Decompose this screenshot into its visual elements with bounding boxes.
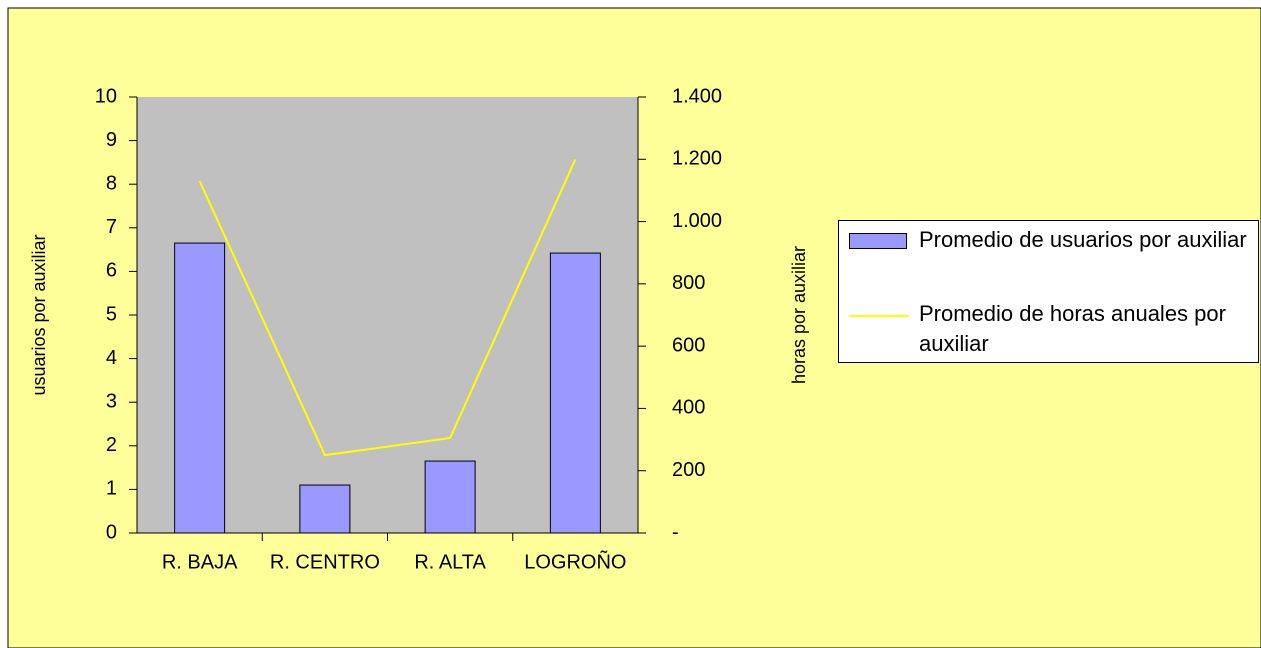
y2-tick-label: 800 <box>672 272 705 294</box>
x-tick-label: R. BAJA <box>162 551 238 573</box>
x-tick-label: R. ALTA <box>414 551 486 573</box>
y-tick-label: 1 <box>106 478 117 500</box>
y-tick-label: 5 <box>106 303 117 325</box>
y2-tick-label: 1.200 <box>672 148 722 170</box>
legend-swatch <box>849 315 909 317</box>
y-tick-label: 7 <box>106 216 117 238</box>
legend-label: Promedio de horas anuales por auxiliar <box>919 301 1226 356</box>
y-axis-label: usuarios por auxiliar <box>29 234 49 395</box>
y-tick-label: 3 <box>106 390 117 412</box>
legend-swatch <box>849 233 907 249</box>
y-tick-label: 10 <box>95 85 117 107</box>
line-series <box>198 158 577 457</box>
bar <box>424 460 476 534</box>
bar <box>174 242 226 534</box>
y2-axis-label: horas por auxiliar <box>789 246 809 384</box>
y-tick-label: 0 <box>106 521 117 543</box>
y2-tick-label: 1.000 <box>672 210 722 232</box>
y2-tick-label: - <box>672 521 679 543</box>
y2-tick-label: 400 <box>672 397 705 419</box>
legend-label: Promedio de usuarios por auxiliar <box>919 227 1247 252</box>
y-tick-label: 2 <box>106 434 117 456</box>
y-tick-label: 4 <box>106 347 117 369</box>
y-tick-label: 6 <box>106 260 117 282</box>
bar <box>299 484 351 534</box>
x-tick-label: R. CENTRO <box>270 551 380 573</box>
y2-tick-label: 600 <box>672 334 705 356</box>
y-tick-label: 9 <box>106 129 117 151</box>
legend: Promedio de usuarios por auxiliar Promedi… <box>838 220 1259 363</box>
y2-tick-label: 200 <box>672 459 705 481</box>
y2-tick-label: 1.400 <box>672 85 722 107</box>
bar <box>549 252 601 534</box>
y-tick-label: 8 <box>106 172 117 194</box>
x-tick-label: LOGROÑO <box>524 549 626 573</box>
